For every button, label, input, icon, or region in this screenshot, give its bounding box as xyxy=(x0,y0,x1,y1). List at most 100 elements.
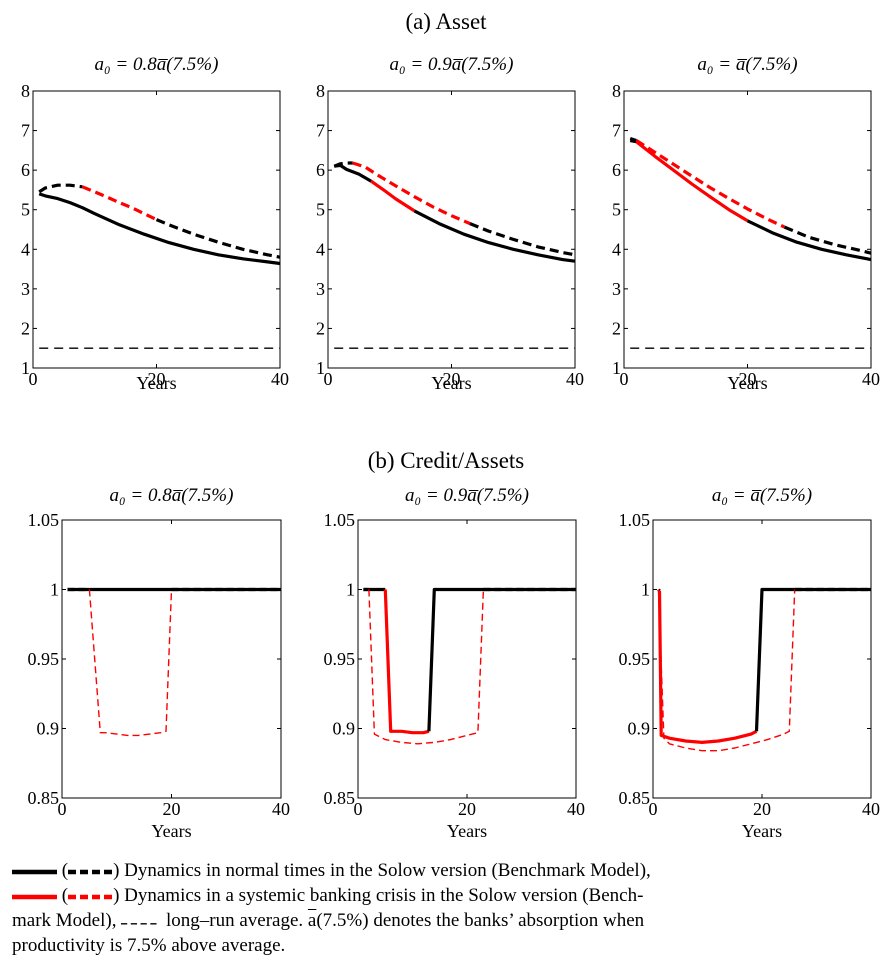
series-dashed-crisis xyxy=(657,589,796,752)
y-tick-label: 5 xyxy=(316,200,325,220)
y-tick-label: 7 xyxy=(612,121,621,141)
subplot-3: 1 2 3 4 5 6 7 8 0 20 40 a₀ = a̅(7.5%) Years xyxy=(612,54,880,393)
y-tick-label: 1.05 xyxy=(324,510,356,530)
y-tick-label: 4 xyxy=(316,239,325,259)
y-tick-label: 5 xyxy=(21,200,30,220)
series-solid-normal xyxy=(427,587,576,732)
x-tick-label: 0 xyxy=(354,799,363,819)
subplot-5: 0.85 0.9 0.95 1 1.05 0 20 40 a₀ = 0.9a̅(7.5%) Yea… xyxy=(324,485,586,841)
y-tick-label: 1.05 xyxy=(28,510,60,530)
series-solid-crisis xyxy=(635,140,749,223)
series-solid-crisis xyxy=(383,589,430,735)
axes-box xyxy=(32,90,281,369)
legend-swatch-longrun xyxy=(121,922,157,925)
subplot-title: a₀ = 0.8a̅(7.5%) xyxy=(110,485,234,506)
y-tick-label: 1 xyxy=(21,358,30,378)
subplot-title: a₀ = 0.9a̅(7.5%) xyxy=(390,54,514,75)
y-tick-label: 2 xyxy=(21,318,30,338)
y-tick-label: 2 xyxy=(316,318,325,338)
x-tick-label: 0 xyxy=(620,369,629,389)
x-tick-label: 40 xyxy=(271,369,289,389)
series-dashed-crisis xyxy=(352,161,471,226)
legend-text-crisis: ) Dynamics in a systemic banking crisis … xyxy=(113,885,644,906)
x-tick-label: 40 xyxy=(567,799,585,819)
legend-text-crisis-cont: mark Model), xyxy=(12,910,117,931)
y-tick-label: 3 xyxy=(612,279,621,299)
y-tick-label: 0.85 xyxy=(324,788,356,808)
y-tick-label: 0.9 xyxy=(333,719,356,739)
x-tick-label: 40 xyxy=(862,799,880,819)
subplot-6: 0.85 0.9 0.95 1 1.05 0 20 40 a₀ = a̅(7.5%) Years xyxy=(619,485,881,841)
y-tick-label: 1 xyxy=(316,358,325,378)
series-dashed-normal xyxy=(155,218,281,259)
series-solid-normal xyxy=(746,219,872,262)
caption-last-line: productivity is 7.5% above average. xyxy=(12,935,286,956)
y-tick-label: 1 xyxy=(50,580,59,600)
series-dashed-normal xyxy=(38,183,83,194)
series-solid-normal xyxy=(754,587,871,732)
y-tick-label: 7 xyxy=(316,121,325,141)
y-tick-label: 8 xyxy=(21,81,30,101)
x-tick-label: 0 xyxy=(58,799,67,819)
x-tick-label: 20 xyxy=(148,369,166,389)
y-tick-label: 0.85 xyxy=(28,788,60,808)
series-dashed-crisis xyxy=(368,589,485,745)
subplot-title: a₀ = 0.9a̅(7.5%) xyxy=(405,485,529,506)
y-tick-label: 0.85 xyxy=(619,788,651,808)
axes-box xyxy=(652,519,872,799)
y-tick-label: 0.95 xyxy=(619,649,651,669)
caption-abar-text: (7.5%) denotes the banks’ absorption whe… xyxy=(316,910,645,931)
subplot-title: a₀ = 0.8a̅(7.5%) xyxy=(95,54,219,75)
y-tick-label: 4 xyxy=(21,239,30,259)
series-dashed-normal xyxy=(469,222,576,257)
axes-box xyxy=(623,90,872,369)
subplot-4: 0.85 0.9 0.95 1 1.05 0 20 40 a₀ = 0.8a̅(7.5%) Yea… xyxy=(28,485,291,841)
y-tick-label: 6 xyxy=(21,160,30,180)
series-solid-crisis xyxy=(657,590,758,745)
y-tick-label: 6 xyxy=(316,160,325,180)
y-tick-label: 0.9 xyxy=(37,719,60,739)
x-axis-label: Years xyxy=(742,821,782,841)
abar-symbol: a xyxy=(307,910,317,931)
y-tick-label: 1 xyxy=(641,580,650,600)
series-dashed-normal xyxy=(629,136,637,143)
x-axis-label: Years xyxy=(151,821,191,841)
y-tick-label: 1 xyxy=(346,580,355,600)
x-tick-label: 40 xyxy=(862,369,880,389)
axes-box xyxy=(357,519,577,799)
legend-swatch-crisis-dashed xyxy=(68,894,114,899)
subplot-title: a₀ = a̅(7.5%) xyxy=(712,485,812,506)
legend-swatch-normal-dashed xyxy=(68,869,114,874)
x-tick-label: 0 xyxy=(29,369,38,389)
x-tick-label: 0 xyxy=(324,369,333,389)
y-tick-label: 6 xyxy=(612,160,621,180)
series-dashed-normal xyxy=(783,225,872,255)
series-solid-normal xyxy=(413,209,576,263)
y-tick-label: 0.9 xyxy=(628,719,651,739)
legend-text-longrun: long–run average. xyxy=(165,910,304,931)
y-tick-label: 1 xyxy=(612,358,621,378)
series-dashed-crisis xyxy=(88,589,173,737)
subplot-1: 1 2 3 4 5 6 7 8 0 20 40 a₀ = 0.8a̅(7.5%) Years xyxy=(21,54,289,393)
y-tick-label: 8 xyxy=(316,81,325,101)
y-tick-label: 0.95 xyxy=(28,649,60,669)
x-tick-label: 20 xyxy=(163,799,181,819)
y-tick-label: 1.05 xyxy=(619,510,651,530)
y-tick-label: 0.95 xyxy=(324,649,356,669)
x-axis-label: Years xyxy=(447,821,487,841)
x-tick-label: 20 xyxy=(739,369,757,389)
x-tick-label: 40 xyxy=(566,369,584,389)
panel-title-asset: (a) Asset xyxy=(405,9,487,34)
x-axis-label: Years xyxy=(431,373,471,393)
y-tick-label: 7 xyxy=(21,121,30,141)
y-tick-label: 3 xyxy=(316,279,325,299)
series-solid-normal xyxy=(38,192,281,266)
y-tick-label: 5 xyxy=(612,200,621,220)
series-solid-crisis xyxy=(370,179,416,213)
series-dashed-crisis xyxy=(635,139,786,229)
y-tick-label: 3 xyxy=(21,279,30,299)
y-tick-label: 4 xyxy=(612,239,621,259)
x-tick-label: 0 xyxy=(649,799,658,819)
x-tick-label: 20 xyxy=(443,369,461,389)
